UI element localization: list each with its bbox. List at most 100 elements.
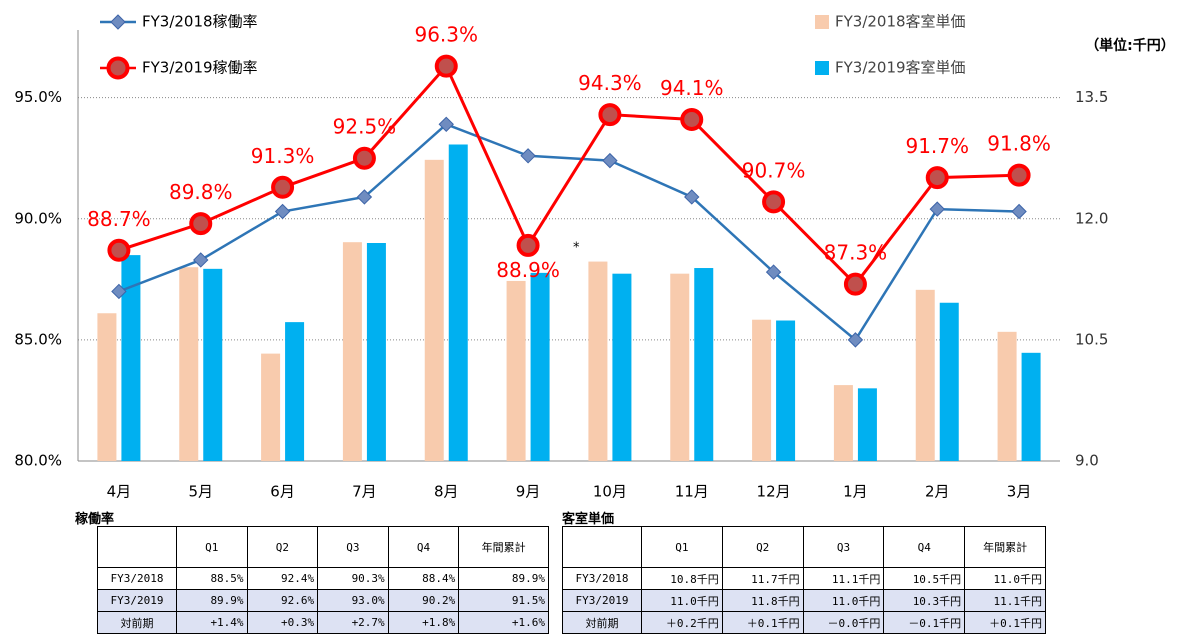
marker bbox=[520, 148, 536, 164]
marker bbox=[598, 103, 622, 127]
y-tick-label: 95.0% bbox=[14, 88, 62, 106]
y2-tick-label: 13.5 bbox=[1075, 88, 1108, 106]
header-cell: Q2 bbox=[246, 526, 319, 568]
marker bbox=[1011, 203, 1027, 220]
data-label: 89.8% bbox=[169, 180, 233, 204]
line bbox=[118, 122, 1020, 342]
table-cell: +2.7% bbox=[317, 611, 389, 634]
y-tick-label: 80.0% bbox=[14, 452, 62, 470]
bar bbox=[203, 268, 223, 461]
data-label: 87.3% bbox=[824, 241, 888, 265]
bar bbox=[530, 272, 550, 461]
table-title: 稼働率 bbox=[75, 512, 115, 527]
annotation: * bbox=[573, 241, 580, 256]
table-row: FY3/2019 89.9% 92.6% 93.0% 90.2% 91.5% bbox=[97, 589, 549, 612]
marker bbox=[929, 201, 945, 217]
table-cell: 11.0千円 bbox=[964, 567, 1046, 590]
table-cell: +1.6% bbox=[458, 611, 549, 634]
table-cell: 対前期 bbox=[97, 611, 177, 634]
table-cell: FY3/2019 bbox=[97, 589, 177, 612]
table-cell: 11.0千円 bbox=[802, 589, 885, 612]
marker bbox=[352, 146, 376, 170]
data-label: 88.9% bbox=[496, 258, 560, 282]
bar bbox=[857, 388, 877, 461]
table-cell: FY3/2018 bbox=[97, 567, 177, 590]
bar bbox=[366, 243, 386, 461]
header-cell: Q4 bbox=[387, 526, 460, 568]
x-tick-label: 4月 bbox=[107, 483, 132, 501]
table: Q1 Q2 Q3 Q4 年間累計 FY3/2018 10.8千円 11.7千円 11.1千円 10… bbox=[562, 526, 1046, 634]
table-cell: 11.1千円 bbox=[802, 567, 885, 590]
header-row: Q1 Q2 Q3 Q4 年間累計 bbox=[562, 526, 1046, 568]
header-cell bbox=[97, 526, 177, 568]
table-cell: －0.1千円 bbox=[883, 611, 966, 634]
table-cell: 10.8千円 bbox=[641, 567, 723, 590]
bar bbox=[424, 159, 444, 461]
bar bbox=[506, 280, 526, 461]
header-cell: 年間累計 bbox=[964, 526, 1046, 568]
table-cell: 92.6% bbox=[246, 589, 319, 612]
marker bbox=[111, 283, 127, 300]
x-tick-label: 10月 bbox=[593, 483, 627, 501]
bar bbox=[121, 255, 141, 461]
x-tick-label: 8月 bbox=[434, 483, 459, 501]
y-tick-label: 90.0% bbox=[14, 209, 62, 227]
x-tick-label: 2月 bbox=[925, 483, 950, 501]
bar bbox=[939, 302, 959, 461]
data-label: 90.7% bbox=[742, 158, 806, 182]
bar bbox=[261, 353, 281, 461]
line bbox=[118, 63, 1020, 287]
marker bbox=[271, 175, 295, 199]
data-label: 96.3% bbox=[414, 23, 478, 47]
marker bbox=[106, 56, 130, 80]
marker bbox=[193, 252, 209, 268]
table-cell: ＋0.1千円 bbox=[721, 611, 804, 634]
legend-swatch bbox=[815, 61, 829, 75]
marker bbox=[438, 116, 454, 133]
bar bbox=[776, 320, 796, 461]
marker bbox=[602, 152, 618, 169]
bar bbox=[997, 331, 1017, 461]
header-cell: Q4 bbox=[883, 526, 966, 568]
y2-tick-label: 12.0 bbox=[1075, 209, 1108, 227]
table-title: 客室単価 bbox=[562, 512, 615, 527]
marker bbox=[1007, 163, 1031, 187]
header-cell bbox=[562, 526, 642, 568]
table-cell: 92.4% bbox=[246, 567, 319, 590]
table-cell: ＋0.2千円 bbox=[641, 611, 723, 634]
marker bbox=[925, 166, 949, 190]
table-cell: +1.4% bbox=[176, 611, 248, 634]
marker bbox=[189, 212, 213, 236]
legend-swatch bbox=[815, 15, 829, 29]
y2-unit-label: （単位:千円） bbox=[1085, 37, 1175, 54]
bar bbox=[612, 273, 632, 461]
data-label: 91.3% bbox=[251, 144, 315, 168]
bar bbox=[1021, 352, 1041, 461]
table-cell: 89.9% bbox=[458, 567, 549, 590]
x-tick-label: 3月 bbox=[1007, 483, 1032, 501]
marker bbox=[110, 14, 126, 30]
x-tick-label: 1月 bbox=[843, 483, 868, 501]
bar bbox=[179, 267, 199, 461]
table-cell: 88.4% bbox=[387, 567, 460, 590]
table-cell: －0.0千円 bbox=[802, 611, 885, 634]
bar bbox=[833, 385, 853, 461]
table: Q1 Q2 Q3 Q4 年間累計 FY3/2018 88.5% 92.4% 90.3% 88.4%… bbox=[97, 526, 549, 634]
marker bbox=[765, 264, 782, 280]
y2-tick-label: 9.0 bbox=[1075, 452, 1099, 470]
marker bbox=[274, 203, 291, 220]
table-cell: 88.5% bbox=[176, 567, 248, 590]
legend-label: FY3/2018稼働率 bbox=[142, 13, 258, 31]
bar bbox=[448, 144, 468, 462]
x-tick-label: 12月 bbox=[757, 483, 791, 501]
table-cell: FY3/2018 bbox=[562, 567, 642, 590]
table-cell: 90.3% bbox=[317, 567, 389, 590]
x-tick-label: 9月 bbox=[516, 483, 541, 501]
y2-tick-label: 10.5 bbox=[1075, 330, 1108, 348]
bar bbox=[285, 322, 305, 461]
table-row: 対前期 ＋0.2千円 ＋0.1千円 －0.0千円 －0.1千円 ＋0.1千円 bbox=[562, 611, 1046, 634]
marker bbox=[434, 54, 458, 78]
table-row: FY3/2018 88.5% 92.4% 90.3% 88.4% 89.9% bbox=[97, 567, 549, 590]
data-label: 88.7% bbox=[87, 207, 151, 231]
data-label: 94.1% bbox=[660, 76, 724, 100]
